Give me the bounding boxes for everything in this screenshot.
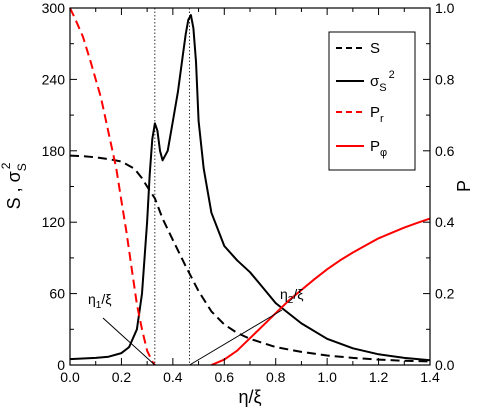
y-right-tick-label: 0.8 [435,71,455,87]
x-tick-label: 1.0 [317,369,337,385]
y-left-tick-label: 120 [42,214,66,230]
annotation-eta1-label: η1/ξ [88,291,112,311]
series-Pphi-line [211,217,431,366]
y-left-tick-label: 240 [42,71,66,87]
y-left-title-sup: 2 [0,162,13,169]
x-tick-label: 1.4 [420,369,440,385]
y-left-title-sub: S [15,163,29,171]
y-left-tick-label: 180 [42,143,66,159]
series-sigma-line [69,14,431,362]
y-right-tick-label: 0.0 [435,357,455,373]
series-Pr-line [69,7,156,366]
annotation-eta2-pointer [189,309,283,366]
y-left-tick-label: 60 [49,286,65,302]
series-layer [69,7,431,366]
y-left-axis-title: S , σS2 [0,162,29,209]
ticks-layer: 0.0 0.2 0.4 0.6 0.8 1.0 1.2 1.4 0 60 120 180 240 300 0… [42,0,455,385]
y-right-tick-label: 1.0 [435,0,455,16]
y-right-tick-label: 0.2 [435,286,455,302]
x-tick-label: 0.4 [163,369,183,385]
annotation-layer: η1/ξ η2/ξ [88,286,304,366]
annotation-eta2-label: η2/ξ [280,286,304,306]
x-tick-label: 0.2 [112,369,132,385]
y-right-tick-label: 0.6 [435,143,455,159]
y-left-tick-label: 300 [42,0,66,16]
y-right-tick-label: 0.4 [435,214,455,230]
legend-Pr-label: Pr [370,104,384,125]
y-left-title-main: S , σ [4,171,24,209]
legend-Pphi-label: Pφ [370,138,387,159]
y-right-axis-title: P [454,180,474,192]
annotation-eta1-pointer [102,317,156,366]
x-tick-label: 0.0 [60,369,80,385]
x-tick-label: 0.6 [215,369,235,385]
legend-sigma-label: σS2 [370,69,395,94]
series-S-line [69,154,431,363]
vline-layer [154,8,190,365]
x-tick-label: 1.2 [369,369,389,385]
y-left-tick-label: 0 [57,357,65,373]
x-axis-title: η/ξ [238,387,261,407]
x-tick-label: 0.8 [266,369,286,385]
legend-S-label: S [370,40,380,57]
